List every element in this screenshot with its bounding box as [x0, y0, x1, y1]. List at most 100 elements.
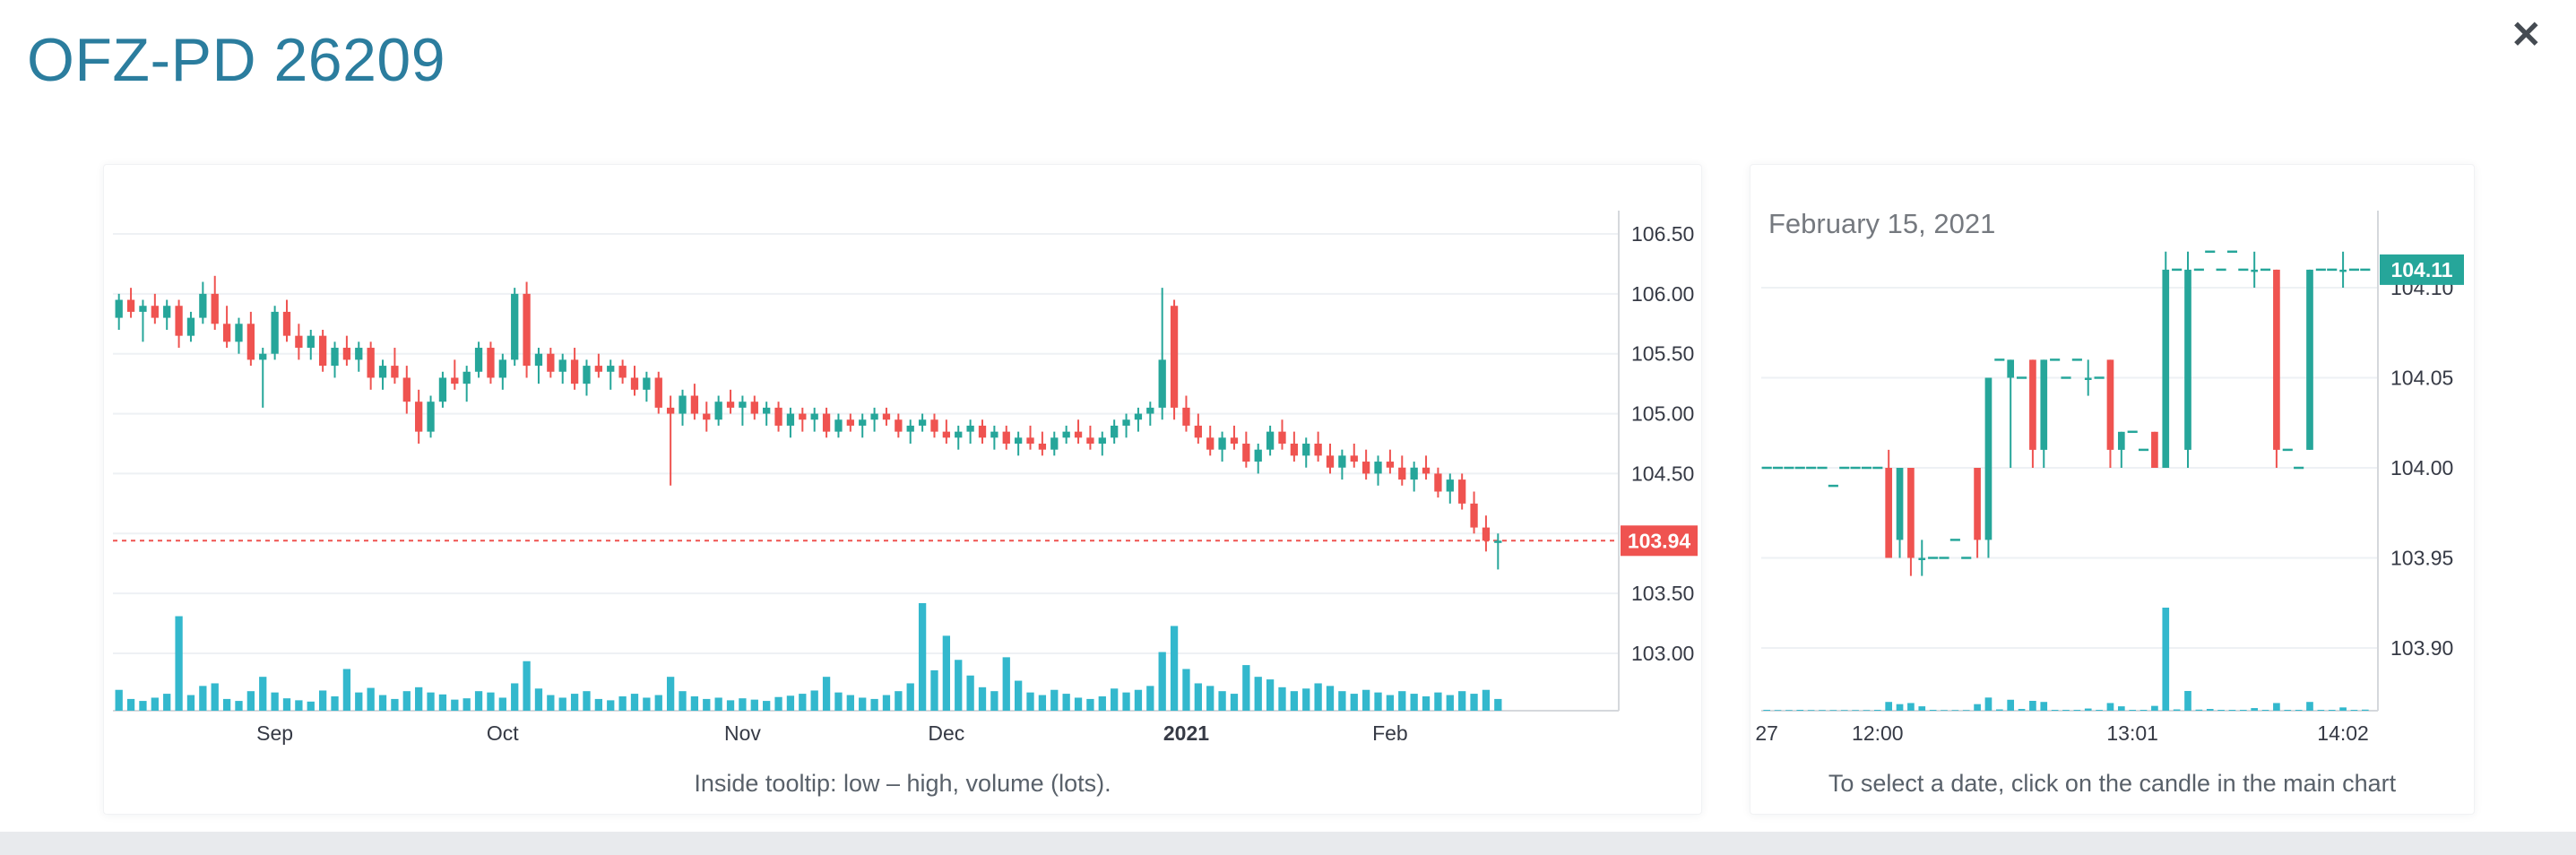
- candle[interactable]: [654, 371, 662, 414]
- candle[interactable]: [1494, 533, 1502, 570]
- candle[interactable]: [1374, 455, 1382, 486]
- candle[interactable]: [139, 299, 147, 342]
- candle[interactable]: [199, 281, 207, 324]
- candle[interactable]: [1170, 299, 1179, 420]
- candle[interactable]: [462, 366, 471, 402]
- candle[interactable]: [1410, 462, 1418, 492]
- candle[interactable]: [666, 395, 675, 486]
- candle[interactable]: [1278, 419, 1286, 450]
- candle[interactable]: [846, 413, 854, 432]
- candle[interactable]: [870, 407, 878, 432]
- candle[interactable]: [1242, 431, 1250, 468]
- candle[interactable]: [1422, 455, 1431, 480]
- candle[interactable]: [1182, 395, 1190, 432]
- candle[interactable]: [1338, 449, 1346, 480]
- candle[interactable]: [607, 359, 615, 390]
- close-button[interactable]: ✕: [2503, 9, 2549, 61]
- candle[interactable]: [834, 413, 843, 438]
- candle[interactable]: [1074, 419, 1083, 444]
- candle[interactable]: [1206, 425, 1215, 456]
- candle[interactable]: [1254, 443, 1262, 474]
- candle[interactable]: [342, 335, 351, 367]
- candle[interactable]: [978, 419, 987, 444]
- candle[interactable]: [786, 407, 795, 438]
- candle[interactable]: [246, 311, 255, 367]
- candle[interactable]: [1458, 473, 1466, 510]
- candle[interactable]: [895, 413, 903, 438]
- candle[interactable]: [307, 329, 315, 360]
- candle[interactable]: [534, 348, 543, 384]
- candle[interactable]: [703, 402, 711, 432]
- candle[interactable]: [282, 299, 291, 342]
- candle[interactable]: [822, 407, 831, 438]
- candle[interactable]: [763, 402, 771, 426]
- candle[interactable]: [511, 288, 519, 367]
- candle[interactable]: [487, 341, 495, 384]
- candle[interactable]: [630, 366, 639, 396]
- candle[interactable]: [1361, 449, 1370, 480]
- candle[interactable]: [355, 341, 363, 372]
- candle[interactable]: [1098, 431, 1106, 456]
- candle[interactable]: [427, 395, 435, 438]
- candle[interactable]: [690, 384, 699, 420]
- candle[interactable]: [1146, 402, 1154, 426]
- candle[interactable]: [1350, 443, 1358, 468]
- candle[interactable]: [1386, 449, 1395, 474]
- candle[interactable]: [115, 293, 123, 330]
- candle[interactable]: [318, 329, 327, 372]
- candle[interactable]: [1158, 288, 1166, 420]
- candle[interactable]: [547, 348, 555, 378]
- candle[interactable]: [942, 419, 951, 444]
- candle[interactable]: [331, 341, 339, 378]
- candle[interactable]: [235, 317, 243, 354]
- candle[interactable]: [151, 293, 159, 324]
- candle[interactable]: [438, 371, 447, 408]
- candle[interactable]: [402, 366, 411, 414]
- main-candlestick-chart[interactable]: 106.50 106.00 105.50 105.00 104.50 103.50 103.…: [104, 165, 1699, 761]
- candle[interactable]: [930, 413, 938, 438]
- candle[interactable]: [583, 359, 591, 396]
- candle[interactable]: [1122, 413, 1130, 438]
- candle[interactable]: [126, 288, 135, 318]
- candle[interactable]: [882, 407, 891, 426]
- candle[interactable]: [1194, 413, 1202, 444]
- candle[interactable]: [271, 306, 279, 360]
- candle[interactable]: [175, 299, 183, 349]
- candle[interactable]: [714, 395, 722, 426]
- candle[interactable]: [222, 306, 231, 349]
- candle[interactable]: [990, 425, 998, 450]
- candle[interactable]: [523, 281, 531, 378]
- candle[interactable]: [1038, 431, 1047, 456]
- candle[interactable]: [1086, 425, 1094, 450]
- candle[interactable]: [750, 395, 758, 420]
- candle[interactable]: [1002, 425, 1010, 450]
- candle[interactable]: [618, 359, 627, 384]
- candle[interactable]: [474, 341, 483, 378]
- candle[interactable]: [810, 407, 818, 432]
- candle[interactable]: [498, 353, 506, 390]
- candle[interactable]: [415, 389, 423, 444]
- candle[interactable]: [391, 348, 399, 384]
- candle[interactable]: [1290, 431, 1299, 462]
- candle[interactable]: [1434, 467, 1442, 498]
- candle[interactable]: [918, 413, 927, 432]
- candle[interactable]: [859, 413, 867, 438]
- candle[interactable]: [259, 348, 267, 408]
- candle[interactable]: [1482, 515, 1491, 552]
- candle[interactable]: [1398, 455, 1406, 486]
- candle[interactable]: [1302, 437, 1310, 468]
- candle[interactable]: [739, 395, 747, 426]
- candle[interactable]: [1266, 425, 1275, 456]
- candle[interactable]: [1050, 431, 1059, 456]
- candle[interactable]: [679, 389, 687, 426]
- candle[interactable]: [1314, 431, 1322, 462]
- candle[interactable]: [378, 359, 387, 390]
- candle[interactable]: [1446, 473, 1454, 504]
- candle[interactable]: [295, 324, 303, 360]
- candle[interactable]: [643, 371, 651, 402]
- candle[interactable]: [186, 311, 195, 342]
- candle[interactable]: [1218, 431, 1226, 462]
- candle[interactable]: [1470, 491, 1478, 534]
- candle[interactable]: [1026, 425, 1034, 450]
- candle[interactable]: [367, 341, 375, 390]
